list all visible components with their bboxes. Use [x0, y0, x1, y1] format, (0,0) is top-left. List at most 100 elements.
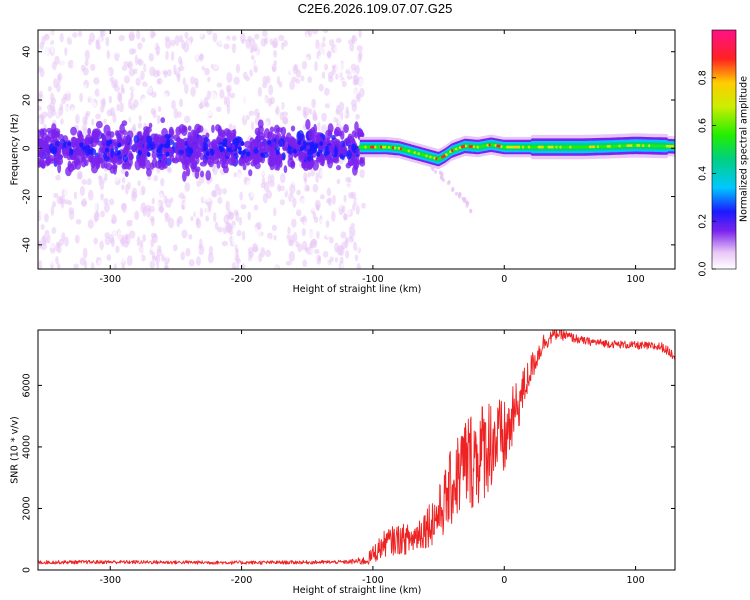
noise-speckle	[98, 88, 105, 98]
noise-core-speckle	[334, 146, 339, 158]
noise-speckle	[261, 204, 268, 212]
colorbar-tick-label: 0.2	[698, 214, 709, 229]
noise-speckle	[140, 202, 147, 214]
noise-speckle	[319, 194, 325, 200]
noise-core-speckle	[84, 159, 89, 167]
noise-core-peak	[164, 143, 169, 149]
noise-speckle	[38, 260, 43, 269]
noise-speckle	[177, 215, 184, 225]
noise-speckle	[173, 64, 177, 75]
noise-speckle	[253, 65, 259, 73]
noise-speckle	[260, 182, 266, 189]
noise-speckle	[81, 179, 87, 186]
noise-speckle	[324, 87, 330, 96]
noise-speckle	[196, 180, 202, 187]
carrier-peak	[584, 145, 588, 149]
noise-speckle	[107, 171, 114, 183]
carrier-peak	[547, 145, 551, 149]
noise-speckle	[156, 249, 163, 257]
noise-speckle	[295, 209, 302, 217]
noise-core-speckle	[199, 170, 205, 178]
noise-speckle	[38, 105, 42, 112]
carrier-peak	[594, 145, 598, 149]
noise-speckle	[40, 96, 47, 106]
carrier-peak	[667, 144, 671, 148]
noise-core-speckle	[328, 145, 334, 153]
colorbar-label: Normalized spectral amplitude	[739, 76, 750, 222]
noise-speckle	[350, 63, 357, 71]
noise-speckle	[60, 118, 64, 125]
noise-speckle	[121, 264, 125, 269]
noise-speckle	[296, 105, 302, 112]
noise-speckle	[137, 58, 142, 65]
noise-speckle	[62, 176, 68, 188]
noise-speckle	[62, 129, 68, 136]
noise-speckle	[124, 233, 129, 245]
noise-speckle	[151, 197, 155, 205]
carrier-peak	[598, 145, 602, 149]
snr-plot-area	[38, 330, 675, 565]
noise-speckle	[287, 226, 291, 235]
noise-speckle	[146, 222, 152, 234]
noise-speckle	[299, 30, 306, 37]
noise-speckle	[51, 201, 57, 208]
noise-speckle	[137, 122, 143, 129]
noise-speckle	[340, 262, 346, 269]
noise-speckle	[315, 172, 320, 184]
noise-speckle	[145, 77, 151, 85]
noise-speckle	[93, 237, 98, 245]
carrier-peak	[368, 145, 372, 149]
noise-speckle	[135, 196, 141, 204]
noise-speckle	[267, 174, 272, 185]
noise-speckle	[137, 228, 145, 236]
noise-speckle	[78, 30, 83, 38]
carrier-peak	[569, 145, 572, 149]
carrier-peak	[545, 145, 549, 149]
noise-speckle	[123, 75, 131, 84]
noise-core-speckle	[258, 140, 262, 150]
noise-speckle	[292, 232, 298, 243]
noise-core-speckle	[193, 146, 200, 157]
noise-core-speckle	[87, 127, 92, 136]
noise-speckle	[268, 84, 274, 96]
noise-speckle	[50, 205, 55, 216]
noise-speckle	[96, 61, 102, 71]
carrier-peak	[553, 145, 557, 149]
noise-speckle	[95, 39, 100, 50]
noise-speckle	[181, 229, 188, 239]
noise-speckle	[138, 114, 142, 122]
noise-speckle	[116, 103, 120, 112]
noise-speckle	[254, 171, 259, 181]
noise-speckle	[250, 232, 256, 241]
noise-speckle	[326, 243, 333, 255]
noise-core-speckle	[48, 158, 55, 164]
noise-speckle	[162, 69, 169, 75]
noise-core-speckle	[208, 156, 215, 168]
noise-speckle	[192, 55, 199, 63]
noise-speckle	[341, 81, 347, 88]
noise-speckle	[254, 33, 260, 40]
noise-speckle	[93, 211, 100, 222]
spectrogram-x-tick-label: -200	[231, 274, 253, 285]
noise-speckle	[352, 203, 356, 212]
noise-speckle	[195, 49, 201, 58]
noise-speckle	[106, 254, 112, 262]
noise-speckle	[355, 205, 360, 215]
noise-speckle	[353, 241, 357, 251]
noise-speckle	[59, 59, 65, 70]
noise-speckle	[312, 30, 319, 35]
noise-speckle	[67, 59, 74, 69]
noise-speckle	[188, 259, 195, 267]
noise-speckle	[121, 176, 126, 184]
noise-speckle	[198, 103, 205, 109]
noise-core-speckle	[44, 148, 51, 160]
noise-speckle	[285, 64, 291, 76]
noise-speckle	[136, 188, 143, 198]
noise-speckle	[106, 210, 113, 222]
noise-speckle	[199, 238, 203, 250]
noise-speckle	[74, 44, 81, 53]
noise-speckle	[93, 245, 100, 252]
noise-speckle	[170, 39, 176, 47]
noise-speckle	[356, 263, 361, 269]
noise-speckle	[84, 59, 89, 67]
